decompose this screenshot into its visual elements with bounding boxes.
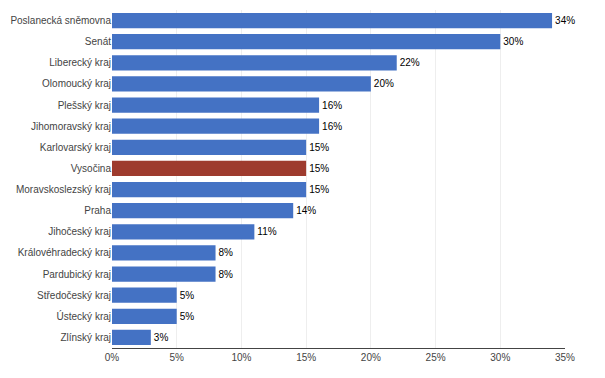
svg-text:Moravskoslezský kraj: Moravskoslezský kraj: [16, 184, 111, 195]
svg-text:15%: 15%: [296, 352, 316, 363]
svg-text:15%: 15%: [309, 163, 329, 174]
svg-text:5%: 5%: [180, 311, 195, 322]
svg-text:30%: 30%: [503, 36, 523, 47]
svg-text:Plešský kraj: Plešský kraj: [58, 100, 111, 111]
svg-text:16%: 16%: [322, 121, 342, 132]
svg-text:15%: 15%: [309, 142, 329, 153]
svg-text:Jihočeský kraj: Jihočeský kraj: [48, 226, 111, 237]
svg-text:Královéhradecký kraj: Královéhradecký kraj: [18, 247, 111, 258]
svg-text:0%: 0%: [105, 352, 120, 363]
svg-text:Středočeský kraj: Středočeský kraj: [37, 290, 111, 301]
svg-text:34%: 34%: [555, 15, 575, 26]
svg-text:20%: 20%: [361, 352, 381, 363]
svg-text:Vysočina: Vysočina: [71, 163, 112, 174]
svg-text:Liberecký kraj: Liberecký kraj: [49, 57, 111, 68]
svg-text:35%: 35%: [555, 352, 575, 363]
svg-text:14%: 14%: [296, 205, 316, 216]
svg-text:Pardubický kraj: Pardubický kraj: [43, 269, 111, 280]
svg-text:20%: 20%: [374, 78, 394, 89]
svg-text:8%: 8%: [219, 269, 234, 280]
svg-text:5%: 5%: [180, 290, 195, 301]
svg-text:3%: 3%: [154, 332, 169, 343]
svg-text:30%: 30%: [490, 352, 510, 363]
svg-text:Ústecký kraj: Ústecký kraj: [57, 310, 111, 322]
svg-text:16%: 16%: [322, 100, 342, 111]
svg-text:Zlínský kraj: Zlínský kraj: [60, 332, 111, 343]
svg-text:Poslanecká sněmovna: Poslanecká sněmovna: [10, 15, 111, 26]
svg-text:5%: 5%: [169, 352, 184, 363]
svg-text:10%: 10%: [231, 352, 251, 363]
svg-text:8%: 8%: [219, 247, 234, 258]
svg-text:Senát: Senát: [85, 36, 111, 47]
svg-text:25%: 25%: [426, 352, 446, 363]
svg-text:22%: 22%: [400, 57, 420, 68]
svg-text:11%: 11%: [257, 226, 276, 237]
svg-text:Praha: Praha: [84, 205, 111, 216]
svg-text:15%: 15%: [309, 184, 329, 195]
svg-text:Karlovarský kraj: Karlovarský kraj: [40, 142, 111, 153]
svg-text:Jihomoravský kraj: Jihomoravský kraj: [31, 121, 111, 132]
svg-text:Olomoucký kraj: Olomoucký kraj: [42, 78, 111, 89]
